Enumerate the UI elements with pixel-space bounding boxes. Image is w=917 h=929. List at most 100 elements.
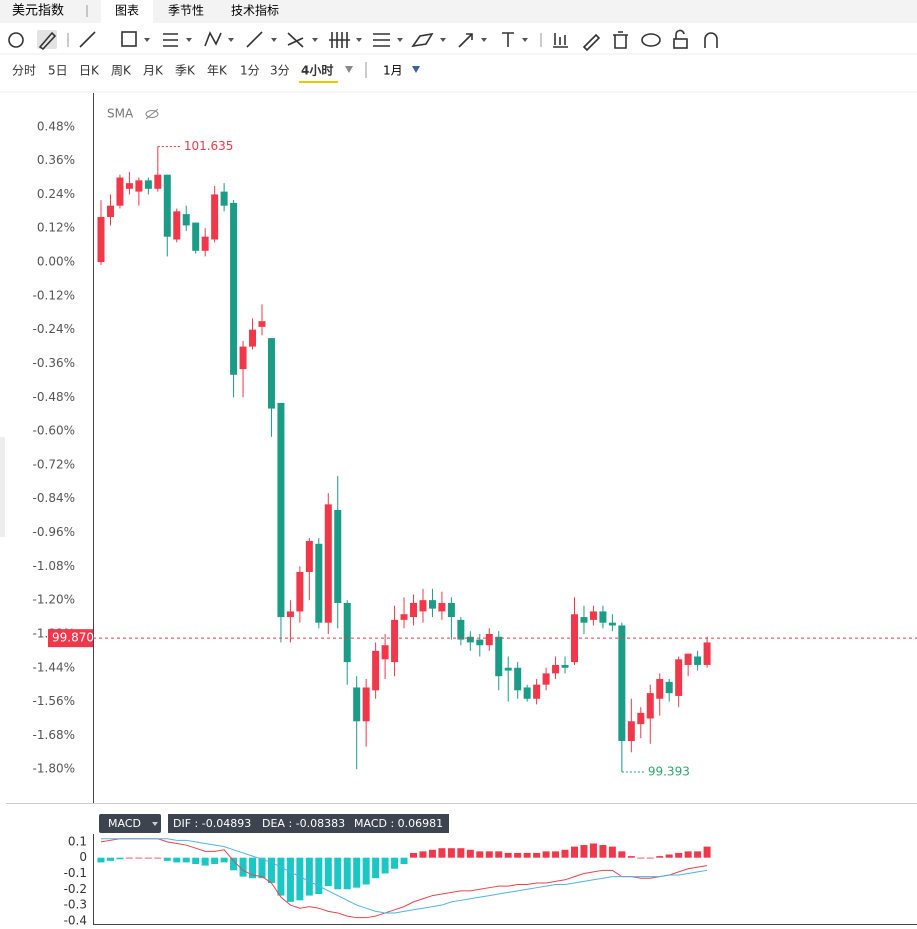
candle-body bbox=[192, 222, 200, 251]
icon[interactable] bbox=[373, 33, 390, 47]
tab[interactable]: 图表 bbox=[115, 4, 139, 18]
range-select[interactable]: 1月 bbox=[383, 64, 403, 78]
macd-bar bbox=[447, 848, 455, 858]
period[interactable]: 周K bbox=[111, 64, 132, 78]
icon[interactable] bbox=[79, 31, 96, 48]
icon[interactable] bbox=[8, 32, 24, 48]
tab[interactable]: 技术指标 bbox=[231, 3, 279, 18]
icon[interactable] bbox=[329, 32, 350, 48]
macd-bar bbox=[97, 857, 105, 863]
macd-bar bbox=[637, 857, 645, 859]
candle-body bbox=[589, 611, 597, 620]
tab[interactable]: 美元指数 bbox=[12, 4, 64, 19]
period[interactable]: 季K bbox=[175, 64, 196, 78]
candle-body bbox=[457, 619, 465, 640]
macd-bar bbox=[495, 851, 503, 858]
icon[interactable] bbox=[641, 33, 661, 47]
tab[interactable]: 季节性 bbox=[168, 4, 204, 18]
macd-bar bbox=[391, 857, 399, 869]
macd-bar bbox=[457, 848, 465, 858]
period[interactable]: 1分 bbox=[240, 64, 260, 78]
candle-body bbox=[267, 338, 275, 409]
candle-body bbox=[286, 611, 294, 618]
icon[interactable] bbox=[287, 32, 304, 48]
icon[interactable] bbox=[163, 33, 178, 47]
candle-body bbox=[334, 509, 342, 603]
macd-bar bbox=[419, 851, 427, 858]
icon[interactable] bbox=[582, 33, 601, 52]
dropdown-arrow[interactable] bbox=[345, 66, 353, 73]
candle-body bbox=[220, 191, 228, 206]
macd-bar bbox=[192, 857, 200, 864]
macd-bar bbox=[249, 857, 257, 879]
candle-body bbox=[201, 236, 209, 251]
macd-bar bbox=[201, 857, 209, 866]
candle-body bbox=[428, 600, 436, 609]
side-handle[interactable] bbox=[0, 437, 5, 537]
hide-icon[interactable] bbox=[145, 108, 159, 120]
period[interactable]: 4小时 bbox=[301, 63, 333, 78]
y-tick-label: 0.12% bbox=[37, 221, 75, 235]
period[interactable]: 日K bbox=[79, 64, 100, 78]
icon[interactable] bbox=[204, 31, 222, 47]
icon[interactable] bbox=[673, 38, 688, 49]
icon[interactable] bbox=[613, 31, 628, 49]
icon[interactable] bbox=[704, 32, 718, 48]
candle-body bbox=[230, 202, 238, 375]
macd-bar bbox=[665, 854, 673, 858]
macd-bar bbox=[258, 857, 266, 879]
macd-bar bbox=[618, 851, 626, 858]
period[interactable]: 分时 bbox=[12, 64, 36, 78]
icon[interactable] bbox=[553, 33, 568, 48]
macd-bar bbox=[372, 857, 380, 879]
candle-body bbox=[665, 681, 673, 694]
macd-bar bbox=[116, 857, 124, 860]
candle-body bbox=[343, 602, 351, 663]
candle-body bbox=[646, 693, 654, 719]
icon[interactable] bbox=[458, 33, 473, 48]
candle-body bbox=[154, 174, 162, 189]
icon[interactable] bbox=[502, 32, 514, 47]
icon[interactable] bbox=[675, 29, 685, 39]
macd-bar bbox=[353, 857, 361, 888]
candle-body bbox=[258, 321, 266, 327]
candle-body bbox=[618, 625, 626, 742]
candle-body bbox=[438, 602, 446, 612]
candle-body bbox=[495, 636, 503, 677]
icon[interactable] bbox=[411, 32, 434, 48]
icon[interactable] bbox=[38, 31, 57, 51]
candle-body bbox=[608, 622, 616, 626]
macd-bar bbox=[230, 857, 238, 871]
macd-bar bbox=[599, 845, 607, 858]
macd-select-label[interactable]: MACD bbox=[108, 817, 141, 830]
candle-body bbox=[182, 214, 190, 226]
dropdown-arrow[interactable] bbox=[412, 66, 420, 73]
period-bar: 分时 5日 日K 周K 月K 季K 年K 1分 3分 4小时 bbox=[12, 63, 333, 78]
indicator-label[interactable]: SMA bbox=[107, 107, 134, 121]
macd-bar bbox=[466, 849, 474, 858]
macd-bar bbox=[646, 857, 654, 859]
candle-body bbox=[135, 180, 143, 192]
y-tick-label: -0.3 bbox=[64, 898, 87, 912]
macd-bar bbox=[514, 852, 522, 858]
period[interactable]: 3分 bbox=[270, 64, 290, 78]
macd-select[interactable] bbox=[99, 814, 161, 833]
y-tick-label: -0.4 bbox=[64, 913, 87, 927]
macd-bar bbox=[286, 857, 294, 902]
macd-bar bbox=[656, 856, 664, 858]
icon[interactable] bbox=[246, 31, 263, 48]
period[interactable]: 5日 bbox=[48, 64, 68, 78]
period[interactable]: 年K bbox=[207, 64, 228, 78]
y-tick-label: -1.56% bbox=[33, 694, 75, 708]
macd-bar bbox=[504, 852, 512, 858]
macd-bar bbox=[343, 857, 351, 890]
candle-body bbox=[362, 687, 370, 722]
icon[interactable] bbox=[121, 31, 137, 47]
period[interactable]: 月K bbox=[143, 64, 164, 78]
candle-body bbox=[239, 346, 247, 370]
macd-bar bbox=[106, 857, 114, 861]
candle-body bbox=[476, 639, 484, 646]
candle-body bbox=[561, 664, 569, 668]
candle-body bbox=[552, 664, 560, 674]
macd-readout: DEA : -0.08383 bbox=[262, 817, 345, 830]
